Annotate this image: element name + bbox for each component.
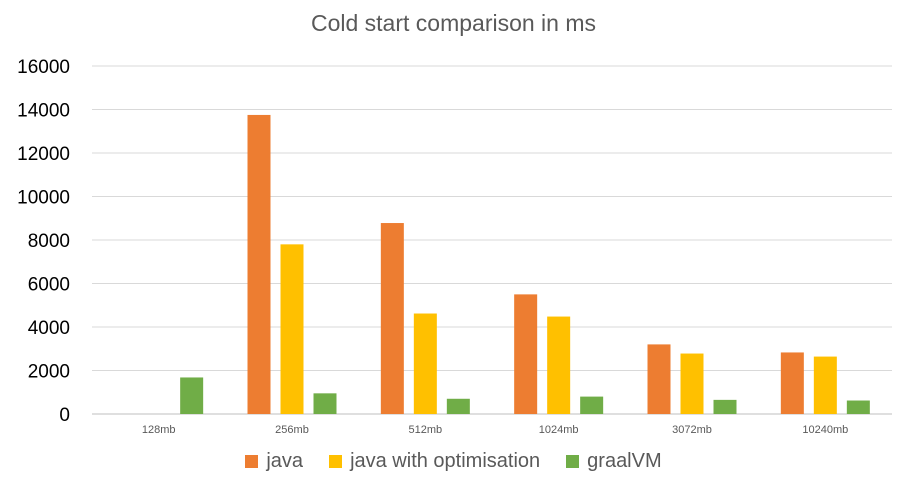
y-tick-label: 6000	[28, 275, 70, 296]
x-tick-label: 10240mb	[802, 424, 848, 436]
legend-item-graalvm: graalVM	[566, 450, 662, 473]
bar-java-with-optimisation-512mb	[413, 313, 437, 414]
legend: java java with optimisation graalVM	[0, 450, 907, 473]
bar-java-1024mb	[514, 294, 538, 414]
bar-chart: 0 2000 4000 6000 8000 10000 12000 14000 16000 128…	[17, 57, 892, 436]
bar-java-10240mb	[780, 352, 804, 414]
y-tick-label: 0	[59, 405, 70, 426]
bar-java-512mb	[380, 223, 404, 414]
legend-item-java-with-optimisation: java with optimisation	[329, 450, 540, 473]
bar-graalvm-512mb	[446, 398, 470, 414]
bar-java-with-optimisation-256mb	[280, 244, 304, 414]
y-tick-label: 10000	[17, 188, 70, 209]
legend-item-java: java	[245, 450, 303, 473]
legend-swatch-graalvm	[566, 455, 580, 468]
x-tick-label: 128mb	[142, 424, 176, 436]
y-tick-label: 8000	[28, 231, 70, 252]
bar-java-256mb	[247, 114, 271, 414]
x-tick-label: 3072mb	[672, 424, 712, 436]
bar-java-with-optimisation-10240mb	[813, 356, 837, 414]
bar-graalvm-10240mb	[846, 400, 870, 414]
legend-label-java-with-optimisation: java with optimisation	[350, 450, 541, 472]
y-tick-label: 12000	[17, 144, 70, 165]
bar-java-3072mb	[647, 344, 671, 414]
x-tick-label: 512mb	[409, 424, 443, 436]
y-tick-label: 2000	[28, 362, 70, 383]
y-tick-label: 4000	[28, 318, 70, 339]
bar-graalvm-1024mb	[580, 396, 604, 414]
bar-graalvm-128mb	[180, 377, 204, 414]
legend-swatch-java	[245, 455, 259, 468]
bar-java-with-optimisation-3072mb	[680, 353, 704, 414]
legend-swatch-java-with-optimisation	[329, 455, 343, 468]
legend-label-graalvm: graalVM	[587, 450, 662, 472]
legend-label-java: java	[266, 450, 304, 472]
chart-title: Cold start comparison in ms	[310, 10, 597, 36]
x-tick-label: 1024mb	[539, 424, 579, 436]
x-tick-label: 256mb	[275, 424, 309, 436]
bar-java-with-optimisation-1024mb	[547, 316, 571, 414]
y-tick-label: 14000	[17, 101, 70, 122]
bar-graalvm-3072mb	[713, 399, 737, 414]
bar-graalvm-256mb	[313, 393, 337, 414]
y-tick-label: 16000	[17, 57, 70, 78]
